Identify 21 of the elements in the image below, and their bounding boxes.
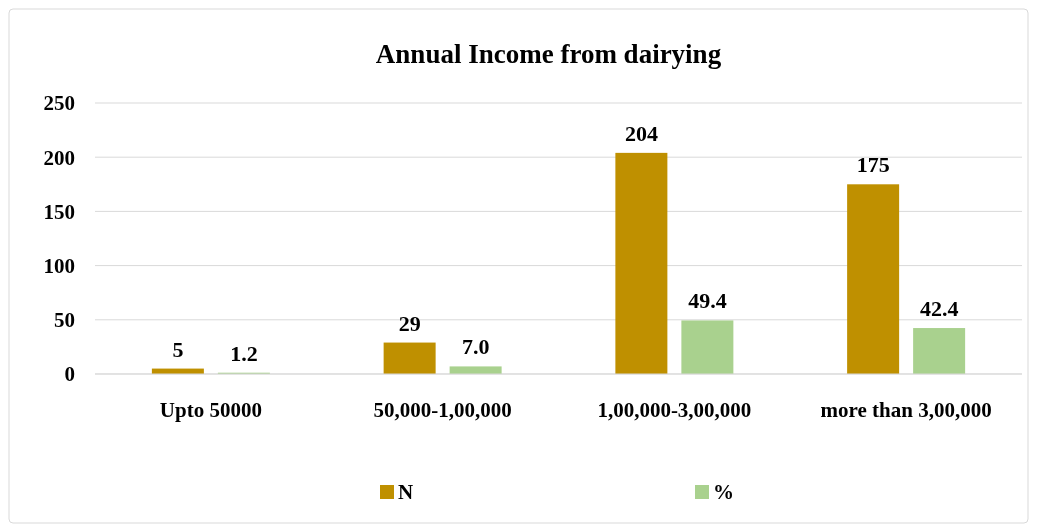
chart-title: Annual Income from dairying (375, 39, 722, 69)
y-tick-label: 150 (43, 199, 75, 224)
x-tick-label: Upto 50000 (159, 398, 262, 422)
data-label: 42.4 (919, 296, 959, 322)
x-tick-label: more than 3,00,000 (820, 398, 992, 422)
y-tick-label: 200 (43, 145, 75, 170)
legend-label: N (398, 480, 414, 505)
data-label: 49.4 (688, 288, 727, 314)
legend-label: % (713, 480, 734, 505)
data-label: 1.2 (230, 340, 258, 366)
y-tick-label: 100 (43, 253, 75, 278)
y-tick-label: 50 (54, 308, 75, 333)
y-tick-label: 0 (64, 362, 75, 387)
data-label: 204 (624, 120, 658, 146)
data-label: 175 (856, 152, 890, 178)
data-label: 5 (172, 336, 184, 362)
data-label: 29 (398, 310, 421, 336)
x-tick-label: 1,00,000-3,00,000 (597, 398, 752, 422)
x-tick-label: 50,000-1,00,000 (373, 398, 512, 422)
data-label: 7.0 (461, 334, 490, 360)
y-tick-label: 250 (43, 91, 75, 116)
